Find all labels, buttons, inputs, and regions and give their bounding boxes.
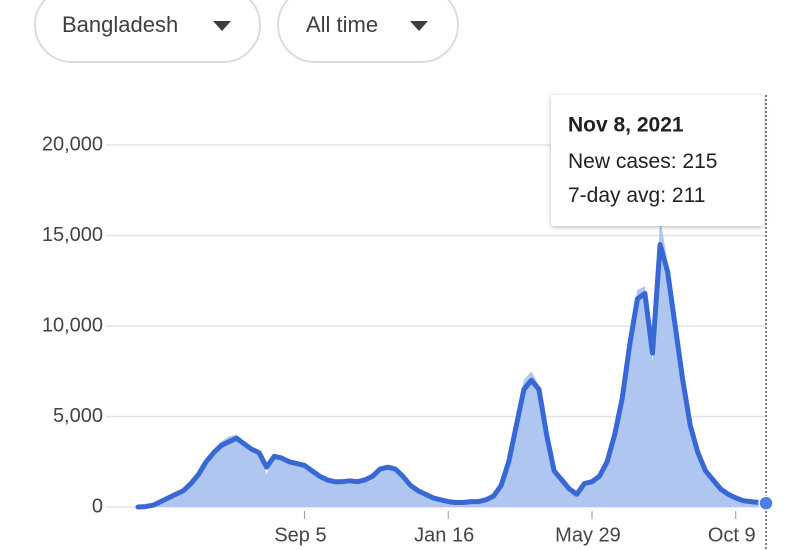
y-tick-label: 10,000 [42,314,103,336]
filter-pill[interactable]: Bangladesh [34,0,261,63]
hover-dot [758,495,774,511]
avg-line [135,242,769,510]
tooltip-label: New cases: [568,150,677,173]
y-tick-label: 15,000 [42,224,103,246]
dropdown-arrow [213,21,231,31]
cases-area [138,217,766,507]
tooltip-bg [551,95,764,226]
tooltip-row: New cases: 215 [568,150,717,173]
pill-bg [34,0,261,63]
x-tick-label: May 29 [555,524,621,546]
tooltip: Nov 8, 2021 New cases: 215 7-day avg: 21… [551,95,764,226]
filter-pill[interactable]: All time [277,0,459,63]
x-tick-label: Oct 9 [708,524,756,546]
hover-dot-layer [758,495,774,511]
tooltip-value: 215 [682,150,717,173]
tooltip-label: 7-day avg: [568,184,666,207]
plot: 0 5,000 10,000 15,000 20,000 Sep 5 Jan 16 May 2… [42,133,769,546]
y-tick-label: 0 [92,495,103,517]
x-tick-label: Jan 16 [414,524,474,546]
y-tick-label: 20,000 [42,133,103,155]
tooltip-date: Nov 8, 2021 [568,114,684,137]
pill-label: Bangladesh [62,12,178,37]
dropdown-arrow [410,21,428,31]
tooltip-row: 7-day avg: 211 [568,184,705,207]
tooltip-value: 211 [672,184,705,207]
y-tick-label: 5,000 [53,405,103,427]
pill-bg [277,0,459,63]
pill-label: All time [306,12,378,37]
x-tick-label: Sep 5 [274,524,326,546]
